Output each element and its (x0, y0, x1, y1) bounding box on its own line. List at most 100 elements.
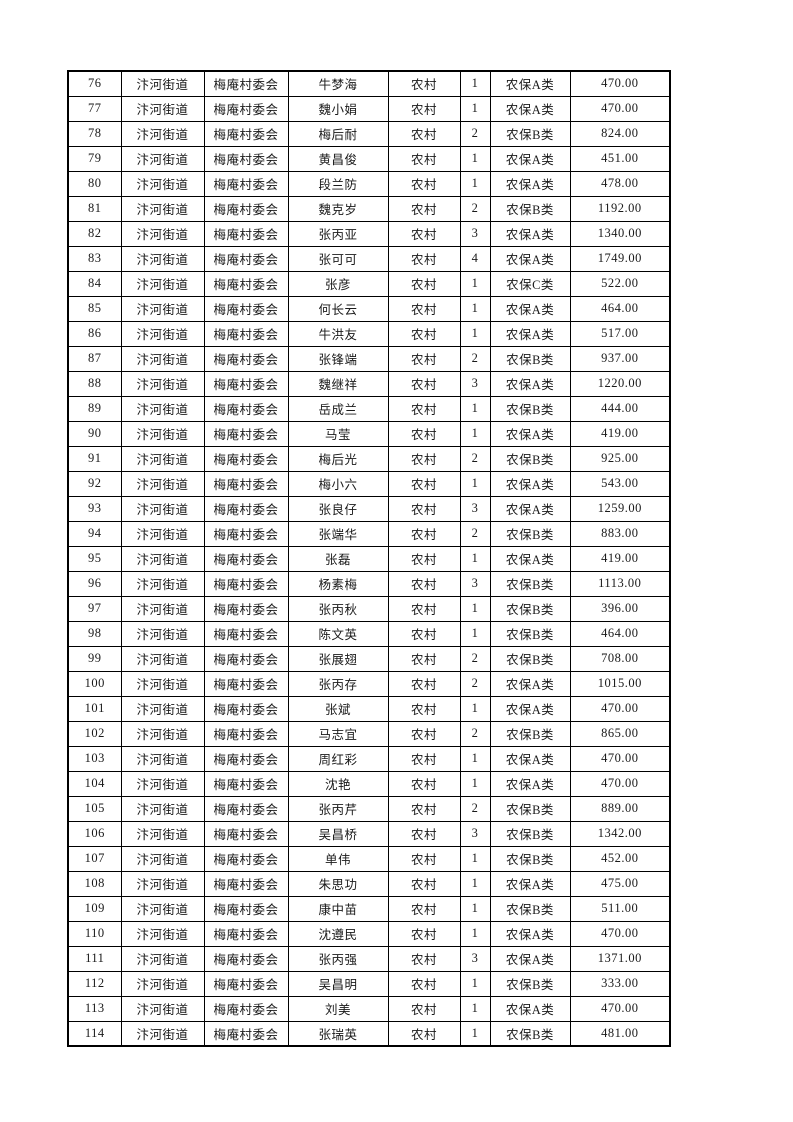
cell-street: 汴河街道 (120, 945, 205, 972)
cell-street: 汴河街道 (120, 720, 205, 747)
cell-name: 朱思功 (287, 870, 389, 897)
cell-residence: 农村 (387, 295, 461, 322)
cell-count: 2 (459, 720, 491, 747)
cell-category: 农保B类 (489, 720, 571, 747)
cell-count: 3 (459, 570, 491, 597)
cell-residence: 农村 (387, 920, 461, 947)
table-row: 79 汴河街道 梅庵村委会 黄昌俊 农村 1 农保A类 451.00 (67, 145, 671, 172)
cell-seq: 112 (67, 970, 122, 997)
cell-count: 1 (459, 695, 491, 722)
cell-category: 农保B类 (489, 520, 571, 547)
cell-street: 汴河街道 (120, 445, 205, 472)
cell-category: 农保A类 (489, 770, 571, 797)
cell-amount: 452.00 (569, 845, 671, 872)
cell-street: 汴河街道 (120, 570, 205, 597)
cell-category: 农保B类 (489, 820, 571, 847)
cell-count: 1 (459, 1020, 491, 1047)
cell-seq: 81 (67, 195, 122, 222)
cell-count: 1 (459, 870, 491, 897)
table-row: 95 汴河街道 梅庵村委会 张磊 农村 1 农保A类 419.00 (67, 545, 671, 572)
cell-seq: 77 (67, 95, 122, 122)
cell-seq: 97 (67, 595, 122, 622)
cell-street: 汴河街道 (120, 645, 205, 672)
cell-name: 沈艳 (287, 770, 389, 797)
table-row: 86 汴河街道 梅庵村委会 牛洪友 农村 1 农保A类 517.00 (67, 320, 671, 347)
cell-residence: 农村 (387, 120, 461, 147)
cell-category: 农保A类 (489, 470, 571, 497)
cell-amount: 889.00 (569, 795, 671, 822)
cell-village: 梅庵村委会 (203, 70, 289, 97)
cell-village: 梅庵村委会 (203, 120, 289, 147)
cell-street: 汴河街道 (120, 545, 205, 572)
cell-street: 汴河街道 (120, 420, 205, 447)
cell-count: 2 (459, 445, 491, 472)
cell-category: 农保A类 (489, 920, 571, 947)
cell-street: 汴河街道 (120, 970, 205, 997)
cell-count: 1 (459, 895, 491, 922)
cell-seq: 94 (67, 520, 122, 547)
cell-name: 张展翅 (287, 645, 389, 672)
table-row: 108 汴河街道 梅庵村委会 朱思功 农村 1 农保A类 475.00 (67, 870, 671, 897)
table-row: 76 汴河街道 梅庵村委会 牛梦海 农村 1 农保A类 470.00 (67, 70, 671, 97)
table-row: 114 汴河街道 梅庵村委会 张瑞英 农村 1 农保B类 481.00 (67, 1020, 671, 1047)
cell-street: 汴河街道 (120, 1020, 205, 1047)
cell-residence: 农村 (387, 320, 461, 347)
table-body: 76 汴河街道 梅庵村委会 牛梦海 农村 1 农保A类 470.00 77 汴河街道 梅庵村委会 魏小… (67, 70, 671, 1047)
cell-seq: 93 (67, 495, 122, 522)
cell-seq: 114 (67, 1020, 122, 1047)
cell-amount: 470.00 (569, 995, 671, 1022)
cell-street: 汴河街道 (120, 70, 205, 97)
cell-category: 农保B类 (489, 345, 571, 372)
table-row: 111 汴河街道 梅庵村委会 张丙强 农村 3 农保A类 1371.00 (67, 945, 671, 972)
cell-residence: 农村 (387, 995, 461, 1022)
cell-amount: 522.00 (569, 270, 671, 297)
cell-count: 1 (459, 745, 491, 772)
cell-count: 1 (459, 420, 491, 447)
cell-village: 梅庵村委会 (203, 895, 289, 922)
cell-amount: 444.00 (569, 395, 671, 422)
cell-residence: 农村 (387, 970, 461, 997)
cell-residence: 农村 (387, 845, 461, 872)
cell-amount: 511.00 (569, 895, 671, 922)
table-row: 100 汴河街道 梅庵村委会 张丙存 农村 2 农保A类 1015.00 (67, 670, 671, 697)
cell-village: 梅庵村委会 (203, 370, 289, 397)
cell-amount: 478.00 (569, 170, 671, 197)
cell-village: 梅庵村委会 (203, 345, 289, 372)
cell-street: 汴河街道 (120, 695, 205, 722)
cell-name: 张锋端 (287, 345, 389, 372)
cell-street: 汴河街道 (120, 895, 205, 922)
cell-amount: 396.00 (569, 595, 671, 622)
cell-amount: 419.00 (569, 420, 671, 447)
cell-name: 张良仔 (287, 495, 389, 522)
cell-count: 3 (459, 220, 491, 247)
cell-street: 汴河街道 (120, 595, 205, 622)
cell-seq: 82 (67, 220, 122, 247)
cell-street: 汴河街道 (120, 220, 205, 247)
cell-count: 1 (459, 595, 491, 622)
table-row: 90 汴河街道 梅庵村委会 马莹 农村 1 农保A类 419.00 (67, 420, 671, 447)
cell-amount: 464.00 (569, 620, 671, 647)
cell-seq: 85 (67, 295, 122, 322)
cell-count: 1 (459, 545, 491, 572)
cell-residence: 农村 (387, 495, 461, 522)
cell-seq: 86 (67, 320, 122, 347)
cell-count: 3 (459, 820, 491, 847)
cell-village: 梅庵村委会 (203, 320, 289, 347)
cell-amount: 470.00 (569, 920, 671, 947)
cell-count: 1 (459, 145, 491, 172)
cell-seq: 79 (67, 145, 122, 172)
cell-village: 梅庵村委会 (203, 995, 289, 1022)
cell-village: 梅庵村委会 (203, 245, 289, 272)
cell-name: 张瑞英 (287, 1020, 389, 1047)
cell-village: 梅庵村委会 (203, 720, 289, 747)
table-row: 109 汴河街道 梅庵村委会 康中苗 农村 1 农保B类 511.00 (67, 895, 671, 922)
table-row: 92 汴河街道 梅庵村委会 梅小六 农村 1 农保A类 543.00 (67, 470, 671, 497)
cell-category: 农保A类 (489, 745, 571, 772)
cell-count: 1 (459, 770, 491, 797)
cell-street: 汴河街道 (120, 870, 205, 897)
cell-seq: 109 (67, 895, 122, 922)
cell-street: 汴河街道 (120, 270, 205, 297)
cell-name: 陈文英 (287, 620, 389, 647)
cell-seq: 98 (67, 620, 122, 647)
cell-name: 魏继祥 (287, 370, 389, 397)
